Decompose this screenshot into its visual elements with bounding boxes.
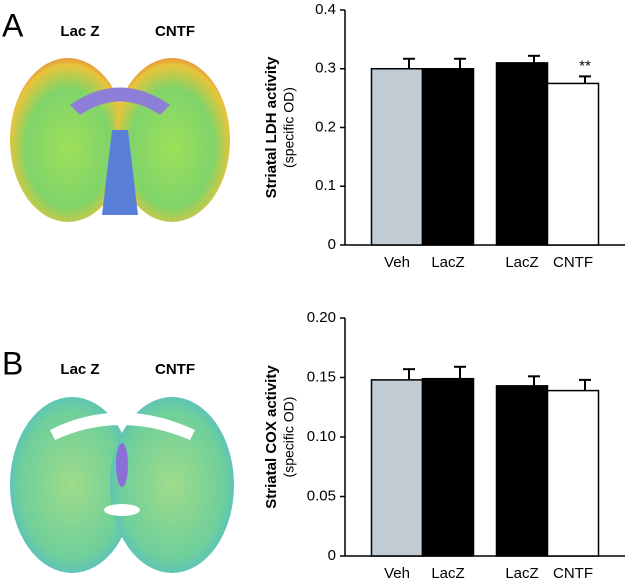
image-label: Lac Z (60, 361, 99, 378)
x-tick-label: LacZ (431, 254, 464, 271)
y-tick-label: 0.15 (307, 368, 336, 385)
image-label: CNTF (155, 361, 195, 378)
y-axis-label: Striatal COX activity (263, 365, 280, 509)
y-axis-label: Striatal LDH activity (263, 56, 280, 198)
bar (370, 68, 424, 246)
panel-label: A (2, 7, 24, 43)
bar (421, 68, 475, 246)
panel-label: B (2, 345, 23, 381)
x-tick-label: CNTF (553, 254, 593, 271)
y-tick-label: 0 (328, 547, 336, 564)
bar (370, 379, 424, 557)
y-axis-label: (specific OD) (281, 397, 297, 478)
brain-image-b (10, 397, 234, 573)
y-tick-label: 0.20 (307, 309, 336, 326)
x-tick-label: LacZ (505, 565, 538, 579)
bar (495, 62, 549, 246)
image-label: CNTF (155, 23, 195, 40)
bar (546, 82, 600, 246)
x-tick-label: Veh (384, 565, 410, 579)
x-tick-label: Veh (384, 254, 410, 271)
y-tick-label: 0 (328, 236, 336, 253)
x-tick-label: CNTF (553, 565, 593, 579)
x-tick-label: LacZ (431, 565, 464, 579)
y-tick-label: 0.1 (315, 177, 336, 194)
significance-label: ** (579, 57, 591, 74)
y-tick-label: 0.3 (315, 60, 336, 77)
y-tick-label: 0.10 (307, 428, 336, 445)
bar (421, 377, 475, 557)
y-tick-label: 0.05 (307, 487, 336, 504)
y-axis-label: (specific OD) (281, 87, 297, 168)
y-tick-label: 0.2 (315, 118, 336, 135)
brain-image-a (10, 58, 230, 222)
image-label: Lac Z (60, 23, 99, 40)
y-tick-label: 0.4 (315, 1, 336, 18)
bar (546, 389, 600, 557)
x-tick-label: LacZ (505, 254, 538, 271)
bar (495, 385, 549, 557)
